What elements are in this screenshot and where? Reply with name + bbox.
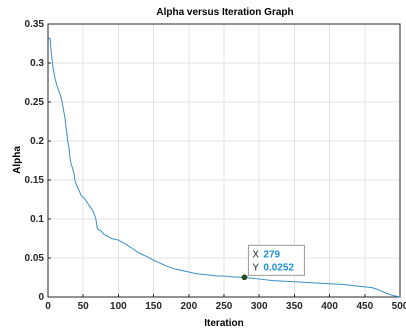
- y-ticks: 0 0.05 0.1 0.15 0.2 0.25 0.3 0.35: [25, 19, 51, 303]
- x-tick-label: 350: [286, 301, 303, 312]
- x-ticks: 0 50 100 150 200 250 300 350 400 450 500: [45, 294, 406, 312]
- x-tick-label: 100: [110, 301, 127, 312]
- datatip-y-value: 0.0252: [263, 262, 294, 273]
- x-tick-label: 50: [78, 301, 90, 312]
- y-tick-label: 0.35: [25, 19, 45, 30]
- y-tick-label: 0.2: [30, 136, 44, 147]
- datatip-y-label: Y: [252, 262, 259, 273]
- y-axis-label: Alpha: [12, 146, 23, 174]
- datatip-box[interactable]: [247, 244, 305, 276]
- x-axis-label: Iteration: [204, 318, 243, 329]
- x-tick-label: 300: [251, 301, 268, 312]
- x-tick-label: 200: [180, 301, 197, 312]
- x-tick-label: 0: [45, 301, 51, 312]
- y-tick-label: 0.05: [25, 253, 45, 264]
- x-tick-label: 500: [392, 301, 406, 312]
- x-tick-label: 250: [216, 301, 233, 312]
- grid: [48, 24, 400, 297]
- y-tick-label: 0: [38, 292, 44, 303]
- x-tick-label: 150: [145, 301, 162, 312]
- y-tick-label: 0.1: [30, 214, 44, 225]
- x-tick-label: 400: [321, 301, 338, 312]
- y-tick-label: 0.15: [25, 175, 45, 186]
- datatip[interactable]: X 279 Y 0.0252: [241, 244, 305, 281]
- x-tick-label: 450: [356, 301, 373, 312]
- y-tick-label: 0.25: [25, 97, 45, 108]
- y-tick-label: 0.3: [30, 58, 44, 69]
- datatip-x-label: X: [252, 249, 259, 260]
- datatip-x-value: 279: [263, 249, 280, 260]
- alpha-series-line: [48, 37, 401, 298]
- chart-title: Alpha versus Iteration Graph: [156, 7, 293, 18]
- datatip-marker[interactable]: [241, 274, 248, 281]
